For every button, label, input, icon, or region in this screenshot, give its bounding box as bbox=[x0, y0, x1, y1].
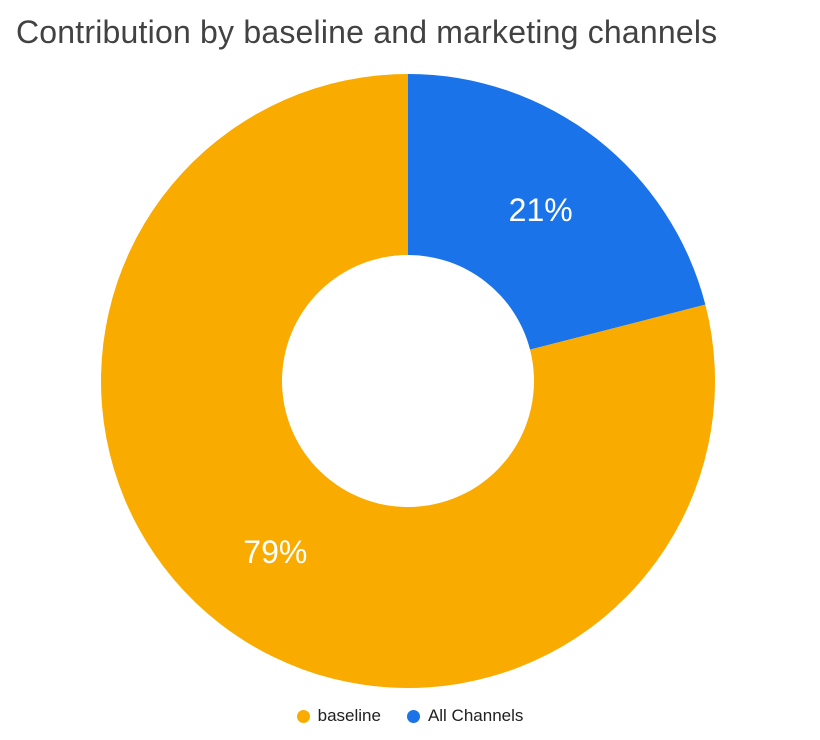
slice-baseline[interactable] bbox=[101, 74, 716, 688]
legend-item-baseline[interactable]: baseline bbox=[296, 706, 381, 726]
legend-swatch-icon bbox=[296, 709, 310, 723]
legend-label: All Channels bbox=[427, 706, 524, 725]
chart-legend: baseline All Channels bbox=[0, 700, 820, 740]
donut-svg: 21%79% bbox=[101, 74, 716, 688]
legend-item-all-channels[interactable]: All Channels bbox=[406, 706, 524, 726]
slice-all-channels[interactable] bbox=[408, 74, 706, 350]
legend-swatch-icon bbox=[406, 709, 420, 723]
chart-title: Contribution by baseline and marketing c… bbox=[16, 14, 718, 50]
donut-chart: 21% 79% bbox=[0, 56, 820, 700]
legend-label: baseline bbox=[317, 706, 381, 725]
